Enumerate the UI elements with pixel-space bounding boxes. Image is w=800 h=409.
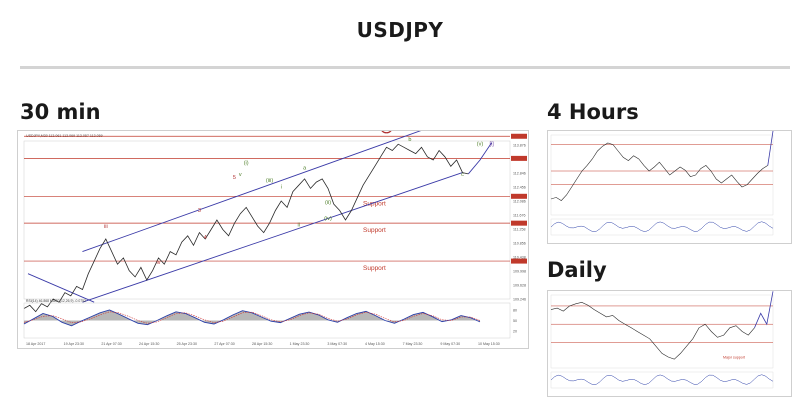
wave-label: iv <box>156 260 160 266</box>
y-tick-label: 113.876 <box>513 144 526 148</box>
price-level-tag <box>511 133 527 139</box>
y-tick-label: 110.438 <box>513 256 526 260</box>
support-label: Support <box>363 227 386 234</box>
section-title-4hours: 4 Hours <box>547 100 639 124</box>
wave-label: c <box>461 172 464 178</box>
section-title-daily: Daily <box>547 258 607 282</box>
chart-30min: USDJPY,M30 113.061 113.069 113.057 113.0… <box>23 115 527 346</box>
chart-4hours-panel <box>547 130 792 244</box>
wave-label: v <box>239 172 242 178</box>
oscillator-label: RSI(14) 46.868 MACD(12,26,9) -0.0752 <box>26 299 86 303</box>
oscillator-line <box>23 309 481 327</box>
x-tick-label: 4 May 15:30 <box>365 342 385 346</box>
page-title: USDJPY <box>356 18 444 42</box>
oscillator-line <box>550 221 774 232</box>
oscillator-tick-label: 20 <box>513 330 517 334</box>
title-divider <box>20 66 790 69</box>
y-tick-label: 109.246 <box>513 298 526 302</box>
projection-path <box>467 142 493 175</box>
wave-label: iii <box>104 224 108 230</box>
projection-path <box>754 291 774 328</box>
x-tick-label: 28 Apr 15:30 <box>252 342 272 346</box>
x-tick-label: 19 Apr 23:30 <box>64 342 84 346</box>
price-series <box>550 301 755 360</box>
wave-label: (ii) <box>325 200 331 206</box>
y-tick-label: 110.856 <box>513 242 526 246</box>
plot-frame <box>23 140 511 300</box>
x-tick-label: 1 May 23:30 <box>290 342 310 346</box>
plot-frame <box>550 294 774 369</box>
wave-label: [i] <box>490 142 495 148</box>
y-tick-label: 109.998 <box>513 270 526 274</box>
x-tick-label: 3 May 07:30 <box>327 342 347 346</box>
chart-30min-panel: USDJPY,M30 113.061 113.069 113.057 113.0… <box>17 115 529 349</box>
oscillator-histogram <box>24 310 480 326</box>
y-tick-label: 109.628 <box>513 284 526 288</box>
x-tick-label: 24 Apr 15:30 <box>139 342 159 346</box>
oscillator-line <box>550 374 774 385</box>
price-series <box>550 142 768 201</box>
channel-lower-line <box>82 172 463 303</box>
y-tick-label: 111.676 <box>513 214 525 218</box>
y-tick-label: 111.258 <box>513 228 525 232</box>
plot-frame <box>550 134 774 216</box>
price-level-tag <box>511 220 527 226</box>
y-tick-label: 112.086 <box>513 200 526 204</box>
y-tick-label: 112.456 <box>513 186 526 190</box>
x-tick-label: 27 Apr 07:30 <box>214 342 234 346</box>
downtrend-line <box>27 273 95 303</box>
oscillator-tick-label: 50 <box>513 319 517 323</box>
chart-daily: Major support <box>550 291 774 389</box>
projection-path <box>767 130 774 166</box>
wave-label: 4 <box>204 235 207 241</box>
wave-label: (iii) <box>266 178 273 184</box>
wave-label: (i) <box>244 161 249 167</box>
y-tick-label: 112.846 <box>513 172 526 176</box>
wave-ii-circle <box>379 120 394 134</box>
price-series <box>23 143 469 313</box>
chart-4hours <box>550 130 774 236</box>
section-title-30min: 30 min <box>20 100 101 124</box>
wave-label: a <box>303 165 307 171</box>
wave-label: 3 <box>198 208 201 214</box>
channel-upper-line <box>82 115 463 253</box>
x-tick-label: 9 May 07:30 <box>440 342 460 346</box>
wave-label: b <box>408 137 411 143</box>
support-label: Support <box>363 200 386 207</box>
chart-daily-panel: Major support <box>547 290 792 397</box>
wave-label: 5 <box>233 175 236 181</box>
x-tick-label: 21 Apr 07:30 <box>101 342 121 346</box>
price-level-tag <box>511 258 527 264</box>
wave-label: (iv) <box>324 216 332 222</box>
wave-label: i <box>281 184 282 190</box>
wave-label: (v) <box>477 142 484 148</box>
price-level-tag <box>511 193 527 199</box>
oscillator-tick-label: 80 <box>513 309 517 313</box>
x-tick-label: 10 May 15:30 <box>478 342 500 346</box>
x-tick-label: 25 Apr 23:30 <box>177 342 197 346</box>
annotation-label: Major support <box>723 355 745 359</box>
wave-label: ii <box>298 222 300 228</box>
support-label: Support <box>363 265 386 272</box>
price-level-tag <box>511 155 527 161</box>
x-tick-label: 7 May 23:30 <box>403 342 423 346</box>
x-tick-label: 18 Apr 2017 <box>26 342 45 346</box>
